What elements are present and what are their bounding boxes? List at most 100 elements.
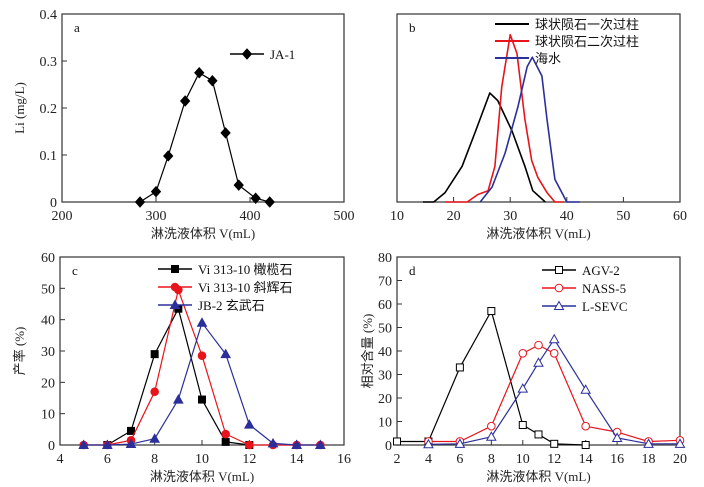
data-point <box>149 433 161 443</box>
series-0 <box>134 67 275 208</box>
series-1 <box>424 340 685 446</box>
y-tick-label: 0.4 <box>40 8 58 23</box>
x-tick-label: 14 <box>290 452 304 467</box>
x-tick-label: 6 <box>104 452 111 467</box>
legend-label: Vi 313-10 橄榄石 <box>198 262 293 277</box>
data-point <box>455 363 464 372</box>
x-tick-label: 14 <box>579 452 593 467</box>
data-point <box>220 348 232 359</box>
x-tick-label: 10 <box>195 452 209 467</box>
x-tick-label: 500 <box>334 209 355 224</box>
series-line <box>423 92 546 203</box>
y-tick-label: 0.3 <box>40 55 58 70</box>
panel-d: 2 4 6 8 10 12 14 16 18 20 0 10 20 30 40 50 60 70 80 淋洗液体积 V… <box>360 251 687 484</box>
x-axis-label: 淋洗液体积 V(mL) <box>486 469 590 484</box>
legend-item: Vi 313-10 橄榄石 <box>158 262 293 277</box>
data-point <box>454 438 466 448</box>
x-tick-label: 8 <box>488 452 495 467</box>
legend-label: 海水 <box>535 51 561 66</box>
legend-item: 球状陨石一次过柱 <box>495 17 639 32</box>
legend-label: JB-2 玄武石 <box>198 298 265 313</box>
x-tick-label: 4 <box>57 452 64 467</box>
data-point <box>125 438 137 449</box>
legend-marker <box>170 282 180 292</box>
legend-label: AGV-2 <box>582 263 620 278</box>
series-line <box>479 56 580 203</box>
series-2 <box>479 56 580 203</box>
y-tick-label: 60 <box>41 251 55 266</box>
data-point <box>643 438 654 448</box>
panel-label: c <box>72 263 78 278</box>
data-point <box>221 437 230 446</box>
data-point <box>611 432 623 442</box>
series-line <box>83 289 321 446</box>
x-tick-label: 16 <box>610 452 624 467</box>
series-line <box>428 338 680 445</box>
legend-marker <box>169 299 181 309</box>
legend-label: 球状陨石一次过柱 <box>535 17 639 32</box>
x-axis-label: 淋洗液体积 V(mL) <box>151 226 255 241</box>
x-axis-label: 淋洗液体积 V(mL) <box>486 226 590 241</box>
data-point <box>233 179 244 191</box>
y-tick-label: 50 <box>378 322 392 337</box>
y-tick-label: 80 <box>378 251 392 266</box>
series-0 <box>423 92 546 203</box>
data-point <box>243 419 255 429</box>
x-tick-label: 30 <box>503 209 517 224</box>
panel-label: d <box>409 263 416 278</box>
y-tick-label: 0 <box>385 439 392 454</box>
y-tick-label: 20 <box>41 376 55 391</box>
y-tick-label: 0.2 <box>40 102 58 117</box>
y-axis-label: 产率 (%) <box>12 327 27 376</box>
data-point <box>533 357 544 367</box>
legend-marker <box>554 283 564 293</box>
data-point <box>549 349 559 358</box>
legend-item: JA-1 <box>230 47 295 62</box>
data-point <box>517 383 529 393</box>
series-line <box>83 322 321 446</box>
y-tick-label: 0 <box>50 196 57 211</box>
y-axis-label: 相对含量 (%) <box>360 314 375 389</box>
data-point <box>550 439 559 448</box>
series-line <box>445 33 564 203</box>
data-point <box>194 67 205 79</box>
legend-label: NASS-5 <box>582 281 626 296</box>
data-point <box>291 439 303 449</box>
x-axis-label: 淋洗液体积 V(mL) <box>150 469 254 484</box>
plot-frame <box>396 13 681 203</box>
x-tick-label: 50 <box>616 209 630 224</box>
data-point <box>127 426 135 435</box>
data-point <box>581 441 590 449</box>
y-tick-label: 0 <box>48 439 55 454</box>
legend-item: 球状陨石二次过柱 <box>495 34 639 49</box>
legend-marker <box>241 48 253 60</box>
legend-label: 球状陨石二次过柱 <box>535 34 639 49</box>
y-tick-label: 10 <box>378 416 392 431</box>
data-point <box>534 430 543 439</box>
y-tick-label: 20 <box>378 392 392 407</box>
series-line <box>106 308 250 446</box>
y-tick-label: 70 <box>378 275 392 290</box>
legend-item: Vi 313-10 斜辉石 <box>158 280 293 295</box>
series-0 <box>393 307 590 449</box>
x-tick-label: 20 <box>447 209 461 224</box>
x-tick-label: 16 <box>337 452 351 467</box>
panel-a: 200 300 400 500 0 0.1 0.2 0.3 0.4 淋洗液体积 V(mL) Li (… <box>12 8 355 241</box>
data-point <box>134 196 146 208</box>
x-tick-label: 200 <box>52 209 73 224</box>
legend-item: AGV-2 <box>542 263 620 278</box>
y-axis-label: Li (mg/L) <box>12 82 27 134</box>
data-point <box>581 421 590 431</box>
panel-b: 10 20 30 40 50 60 淋洗液体积 V(mL) b 球状陨石一次过柱球状陨石二次过柱… <box>390 13 687 241</box>
series-1 <box>445 33 564 203</box>
data-point <box>548 333 560 344</box>
data-point <box>267 437 279 448</box>
data-point <box>518 421 527 430</box>
x-tick-label: 20 <box>673 452 687 467</box>
data-point <box>485 431 497 441</box>
y-tick-label: 30 <box>41 345 55 360</box>
legend-item: NASS-5 <box>542 281 626 296</box>
legend-marker <box>555 266 563 274</box>
data-point <box>197 351 207 361</box>
